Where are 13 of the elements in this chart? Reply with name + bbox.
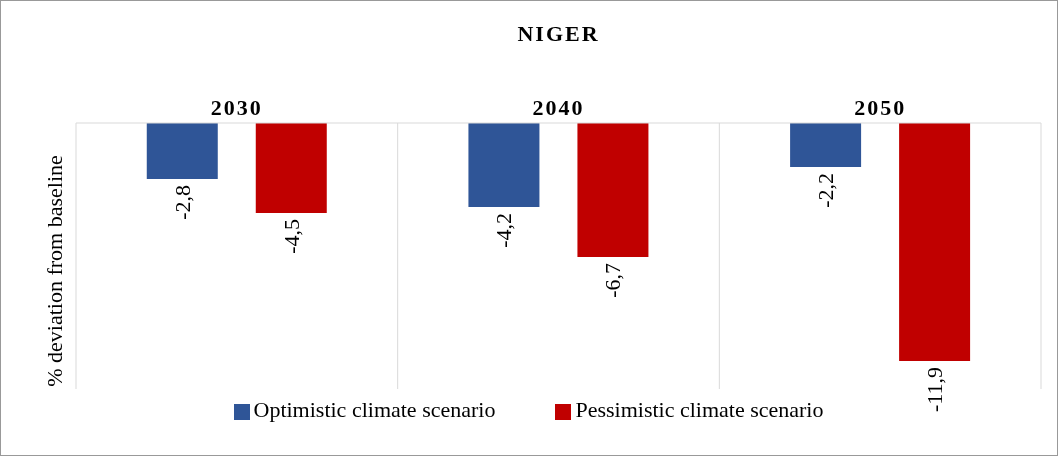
data-label: -11,9: [922, 367, 948, 413]
data-label: -6,7: [600, 263, 626, 298]
x-tick-label: 2040: [532, 95, 585, 120]
data-label: -2,8: [169, 185, 195, 220]
data-label: -2,2: [813, 173, 839, 208]
data-label: -4,2: [491, 213, 517, 248]
x-tick-label: 2030: [210, 95, 263, 120]
x-tick-label: 2050: [854, 95, 907, 120]
chart-title: NIGER: [516, 21, 601, 47]
legend-label: Pessimistic climate scenario: [575, 397, 824, 422]
y-axis-title: % deviation from baseline: [42, 155, 68, 387]
data-label: -4,5: [278, 219, 304, 254]
legend-label: Optimistic climate scenario: [253, 397, 496, 422]
